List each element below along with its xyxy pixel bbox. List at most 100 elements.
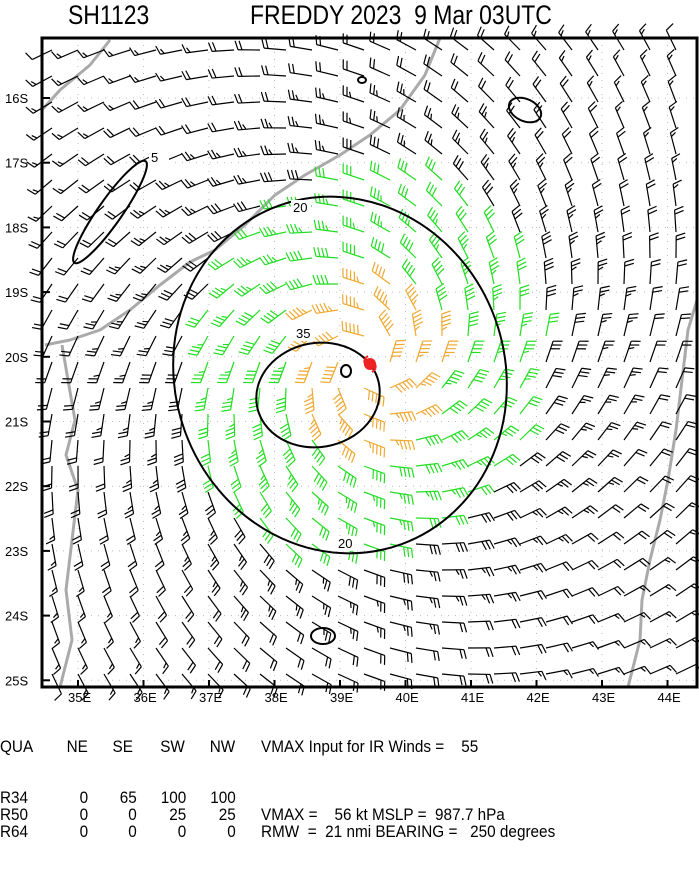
row-label: R34 [0,789,28,806]
wind-barb [78,128,104,139]
row-label: R50 [0,806,28,823]
wind-barb [650,422,672,440]
wind-barb [315,193,338,206]
wind-barb [442,341,458,362]
wind-barb [650,638,676,648]
wind-barb [286,570,303,593]
wind-barb [372,262,390,284]
wind-barb [594,206,603,232]
wind-barb [624,341,641,362]
wind-barb [520,591,546,600]
wind-barb [676,233,685,258]
wind-barb [532,51,546,76]
radius-value: 0 [150,823,186,840]
wind-barb [104,128,130,138]
wind-barb [520,341,537,362]
wind-barb [51,596,59,623]
wind-barb [650,314,665,336]
wind-barb [542,232,552,258]
wind-barb [44,492,53,517]
wind-barb [201,440,211,466]
wind-barb [468,370,489,388]
wind-barb [26,76,52,86]
wind-barb [442,674,466,685]
wind-barb [261,92,286,102]
wind-barb [676,368,694,388]
wind-barb [82,284,104,302]
wind-barb [442,622,467,632]
wind-barb [231,466,241,493]
wind-barb [182,596,194,622]
wind-barb [676,449,698,466]
wind-barb [99,518,108,544]
wind-barb [494,538,521,547]
wind-barb [29,232,52,248]
wind-barb [406,284,418,310]
wind-barb [416,405,442,417]
wind-barb [364,596,385,613]
wind-barb [572,615,599,624]
wind-barb [468,540,494,550]
wind-barb [416,341,432,362]
wind-barb [453,130,468,154]
wind-barb [534,102,546,128]
wind-barb [426,157,442,180]
wind-barb [295,362,312,383]
rmw-bearing: RMW = 21 nmi BEARING = 250 degrees [261,823,555,840]
wind-barb [260,172,286,181]
wind-barb [624,286,636,310]
wind-barb [546,424,570,440]
wind-barb [27,154,52,167]
wind-barb [156,622,168,648]
wind-barb [514,232,524,258]
wind-barb [390,412,416,422]
wind-barb [130,622,140,648]
wind-barb [343,111,364,128]
wind-barb [46,518,55,544]
wind-barb [416,373,440,388]
wind-barb [478,52,494,76]
wind-barb [53,206,78,221]
wind-barb [364,388,384,407]
wind-barb [78,154,104,166]
wind-barb [286,466,298,492]
wind-barb [260,544,274,569]
wind-barb [520,618,546,627]
wind-barb [261,119,286,128]
wind-barb [484,206,494,232]
header-nw: NW [210,738,235,755]
wind-barb [260,648,277,671]
wind-barb [35,362,52,383]
wind-barb [338,492,357,513]
wind-barb [546,452,571,466]
wind-barb [288,90,312,102]
wind-barb [390,518,413,531]
wind-barb [286,648,304,670]
radius-value: 100 [150,789,186,806]
wind-barb [493,285,502,310]
wind-barb [572,642,599,650]
wind-barb [442,596,467,606]
wind-barb [624,558,650,570]
wind-barb [118,414,130,438]
wind-barb [130,48,156,56]
wind-barb [208,622,222,647]
wind-barb [468,567,494,576]
wind-barb [572,669,598,677]
wind-barb [398,158,416,180]
wind-barb [598,341,615,362]
wind-barb [412,310,422,336]
wind-barb [536,154,546,180]
wind-barb [191,362,208,383]
wind-barb [338,648,358,667]
wind-barb [370,32,390,50]
wind-barb [572,451,596,466]
wind-barb [234,518,245,544]
wind-barb [61,362,78,383]
wind-barb [397,56,416,76]
wind-barb [234,622,249,646]
wind-barb [104,622,113,648]
wind-barb [28,206,52,221]
wind-barb [263,336,286,353]
wind-barb [416,491,441,500]
